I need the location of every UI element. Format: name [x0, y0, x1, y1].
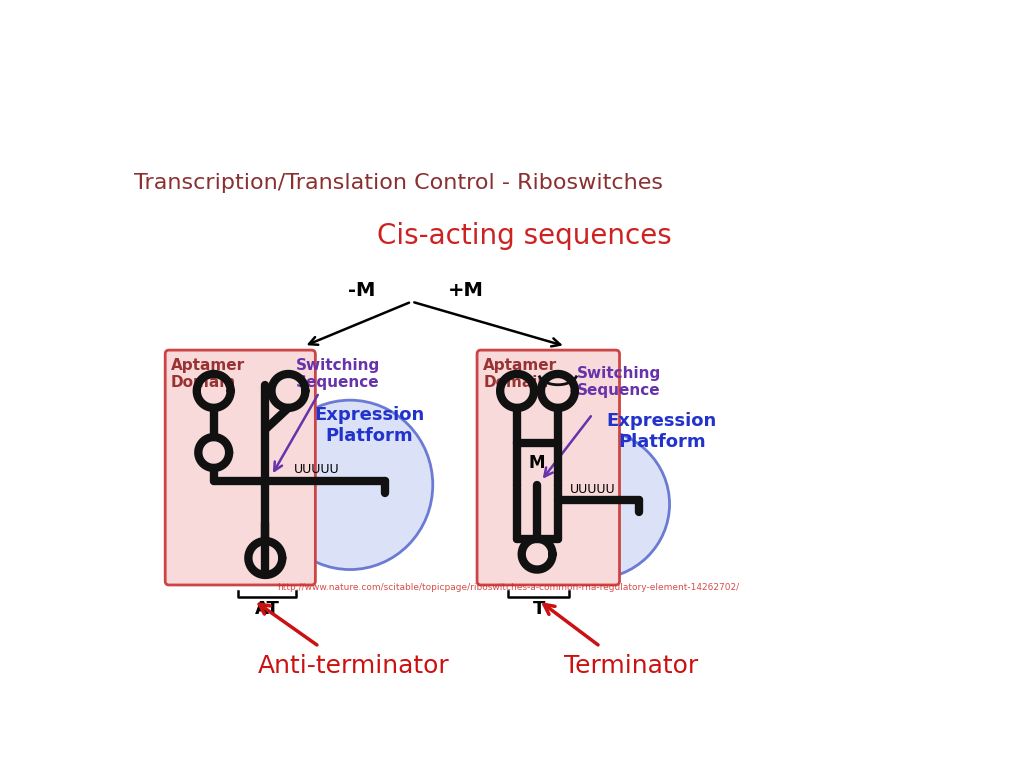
Ellipse shape: [515, 429, 670, 579]
Text: http://www.nature.com/scitable/topicpage/riboswitches-a-common-rna-regulatory-el: http://www.nature.com/scitable/topicpage…: [276, 584, 739, 592]
Text: Switching
Sequence: Switching Sequence: [578, 366, 662, 398]
Ellipse shape: [267, 400, 433, 570]
Text: UUUUU: UUUUU: [569, 482, 615, 495]
FancyBboxPatch shape: [165, 350, 315, 585]
Text: Switching
Sequence: Switching Sequence: [296, 358, 380, 390]
Text: T: T: [532, 601, 545, 618]
Text: M: M: [528, 455, 546, 472]
Text: Expression
Platform: Expression Platform: [607, 412, 717, 451]
Text: Aptamer
Domain: Aptamer Domain: [171, 358, 245, 390]
Text: +M: +M: [447, 281, 483, 300]
Text: -M: -M: [348, 281, 375, 300]
Text: Cis-acting sequences: Cis-acting sequences: [378, 221, 672, 250]
Text: AT: AT: [254, 601, 280, 618]
Text: UUUUU: UUUUU: [294, 462, 340, 475]
Text: Anti-terminator: Anti-terminator: [258, 654, 450, 678]
Text: Aptamer
Domain: Aptamer Domain: [483, 358, 557, 390]
Text: Expression
Platform: Expression Platform: [314, 406, 424, 445]
Text: Terminator: Terminator: [564, 654, 698, 678]
FancyBboxPatch shape: [477, 350, 620, 585]
Text: Transcription/Translation Control - Riboswitches: Transcription/Translation Control - Ribo…: [134, 173, 664, 193]
